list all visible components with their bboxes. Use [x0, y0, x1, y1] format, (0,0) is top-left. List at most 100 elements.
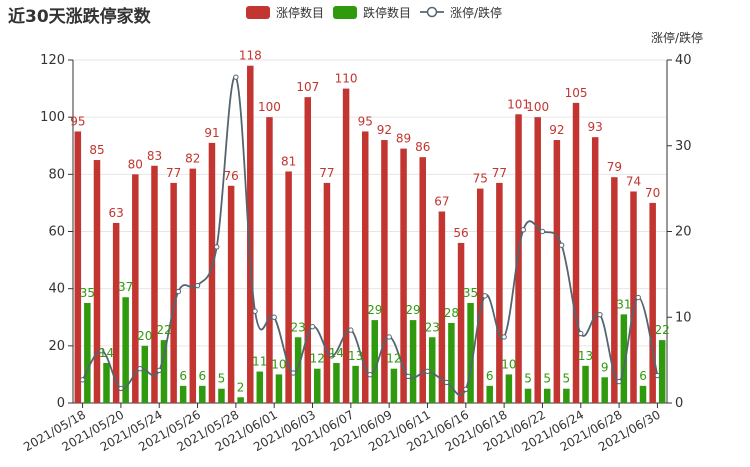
- limit-down-bar: [543, 388, 551, 403]
- limit-up-label: 75: [473, 172, 488, 186]
- limit-down-label: 22: [156, 323, 171, 337]
- limit-down-bar: [275, 374, 283, 403]
- limit-down-bar: [160, 340, 168, 403]
- limit-down-label: 6: [198, 369, 206, 383]
- limit-up-bar: [323, 182, 331, 403]
- limit-up-bar: [93, 160, 101, 403]
- ratio-point: [328, 353, 335, 359]
- limit-down-bar: [563, 388, 570, 403]
- limit-up-bar: [112, 222, 120, 403]
- ratio-line-path: [81, 76, 659, 397]
- ratio-point: [424, 368, 431, 374]
- limit-up-label: 118: [239, 49, 262, 63]
- y-right-tick-label: 0: [675, 396, 683, 411]
- limit-up-bar: [266, 117, 273, 404]
- bars: [74, 65, 666, 404]
- limit-down-bar: [467, 302, 474, 403]
- limit-down-bar: [409, 320, 417, 403]
- ratio-point: [175, 288, 182, 295]
- limit-up-bar: [132, 174, 139, 403]
- limit-down-label: 5: [563, 372, 571, 386]
- limit-up-label: 100: [526, 100, 549, 114]
- limit-up-label: 70: [645, 186, 660, 200]
- limit-down-label: 2: [237, 380, 245, 394]
- limit-down-label: 29: [367, 303, 382, 317]
- ratio-point: [99, 347, 105, 354]
- ratio-line: [79, 74, 661, 397]
- limit-up-label: 100: [258, 100, 281, 114]
- limit-up-bar: [591, 137, 599, 404]
- limit-down-label: 12: [386, 352, 401, 366]
- limit-up-bar: [170, 182, 177, 403]
- limit-up-bar: [476, 188, 484, 403]
- y-right-tick-label: 30: [675, 139, 692, 154]
- ratio-point: [233, 74, 239, 80]
- limit-up-label: 92: [377, 123, 392, 137]
- limit-up-bar: [304, 97, 312, 404]
- ratio-point: [654, 372, 661, 379]
- y-left-tick-label: 120: [40, 53, 65, 68]
- limit-down-bar: [218, 388, 225, 403]
- limit-up-label: 107: [296, 80, 319, 94]
- ratio-point: [405, 373, 412, 380]
- limit-down-label: 5: [218, 372, 226, 386]
- legend-swatch: [246, 6, 270, 19]
- y-left-tick-label: 60: [48, 225, 65, 240]
- limit-down-bar: [639, 385, 647, 403]
- y-right-tick-label: 40: [675, 53, 692, 68]
- limit-down-bar: [141, 345, 149, 403]
- ratio-point: [271, 314, 277, 320]
- ratio-point: [79, 377, 86, 383]
- limit-up-label: 77: [319, 166, 334, 180]
- limit-up-bar: [572, 102, 580, 403]
- limit-up-label: 92: [549, 123, 564, 137]
- limit-up-bar: [227, 185, 235, 403]
- limit-up-bar: [419, 157, 426, 403]
- limit-up-label: 76: [223, 169, 238, 183]
- limit-up-label: 77: [492, 166, 507, 180]
- limit-up-label: 80: [128, 157, 143, 171]
- limit-down-bar: [352, 365, 359, 403]
- limit-down-label: 11: [252, 355, 267, 369]
- limit-up-label: 110: [335, 72, 358, 86]
- legend-swatch: [333, 6, 357, 19]
- ratio-point: [118, 385, 124, 392]
- limit-down-label: 10: [501, 357, 516, 371]
- limit-down-label: 28: [444, 306, 459, 320]
- limit-down-label: 29: [405, 303, 420, 317]
- limit-down-label: 23: [425, 320, 440, 334]
- limit-down-bar: [371, 320, 378, 403]
- limit-up-bar: [189, 168, 197, 403]
- limit-down-bar: [428, 337, 436, 403]
- limit-up-label: 89: [396, 132, 411, 146]
- limit-up-label: 56: [453, 226, 468, 240]
- ratio-point: [558, 242, 565, 248]
- limit-down-bar: [582, 365, 589, 403]
- y-left-tick-label: 100: [40, 110, 65, 125]
- limit-up-bar: [342, 88, 350, 403]
- limit-down-bar: [620, 314, 628, 403]
- limit-up-bar: [496, 182, 503, 403]
- limit-down-label: 5: [543, 372, 551, 386]
- limit-up-bar: [208, 142, 216, 403]
- limit-up-label: 101: [507, 97, 530, 111]
- limit-down-bar: [256, 371, 264, 403]
- ratio-point: [290, 370, 297, 376]
- ratio-point: [309, 323, 316, 330]
- legend-label: 涨停/跌停: [450, 5, 502, 20]
- limit-down-bar: [179, 385, 187, 403]
- limit-down-label: 9: [601, 360, 609, 374]
- y-right-axis-label: 涨停/跌停: [651, 30, 703, 45]
- y-right-tick-label: 20: [675, 225, 692, 240]
- limit-up-label: 93: [588, 120, 603, 134]
- limit-up-bar: [611, 177, 618, 403]
- limit-down-label: 13: [578, 349, 593, 363]
- limit-up-label: 105: [565, 86, 588, 100]
- limit-down-label: 22: [655, 323, 670, 337]
- limit-down-bar: [658, 340, 666, 403]
- limit-down-bar: [601, 377, 608, 403]
- limit-down-bar: [505, 374, 513, 403]
- ratio-point: [386, 334, 392, 340]
